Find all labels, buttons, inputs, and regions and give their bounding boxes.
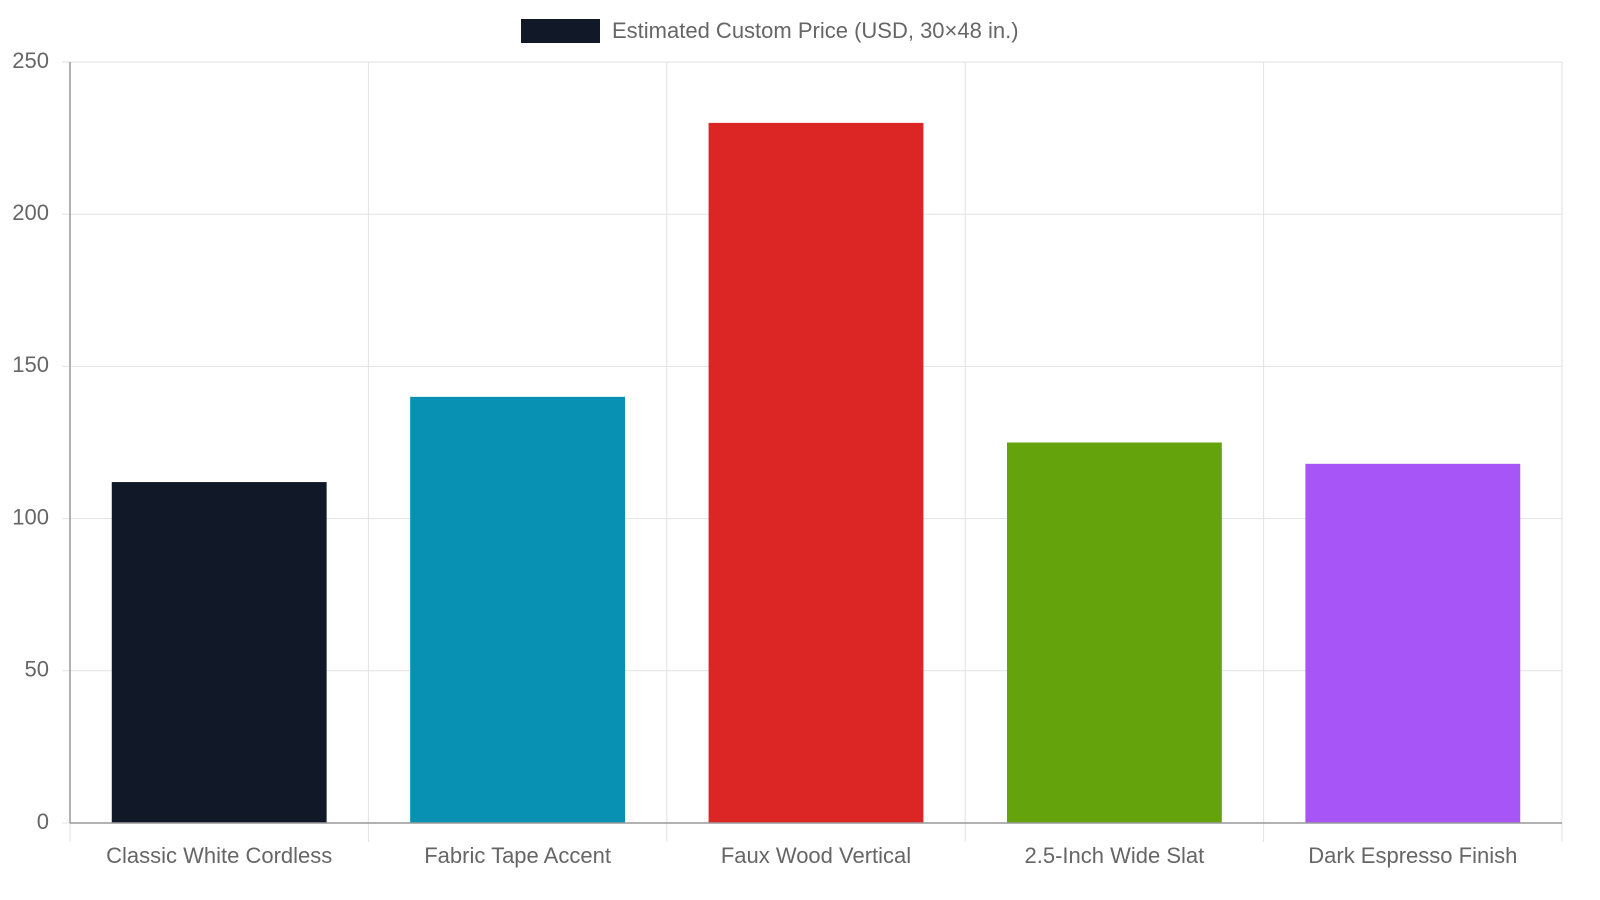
y-tick-label: 0 (37, 809, 49, 834)
x-tick-label: Dark Espresso Finish (1308, 843, 1517, 868)
y-tick-label: 200 (12, 200, 49, 225)
y-tick-label: 50 (25, 657, 49, 682)
bar (410, 396, 626, 823)
x-tick-label: Faux Wood Vertical (721, 843, 911, 868)
y-tick-label: 150 (12, 352, 49, 377)
x-tick-label: 2.5-Inch Wide Slat (1025, 843, 1205, 868)
x-tick-label: Classic White Cordless (106, 843, 332, 868)
bar (1006, 442, 1222, 823)
legend-label: Estimated Custom Price (USD, 30×48 in.) (612, 18, 1019, 43)
y-tick-label: 100 (12, 504, 49, 529)
legend-swatch (521, 19, 600, 43)
bar (1305, 463, 1521, 823)
bar (708, 122, 924, 823)
x-tick-label: Fabric Tape Accent (424, 843, 611, 868)
bar (111, 482, 327, 823)
y-tick-label: 250 (12, 48, 49, 73)
